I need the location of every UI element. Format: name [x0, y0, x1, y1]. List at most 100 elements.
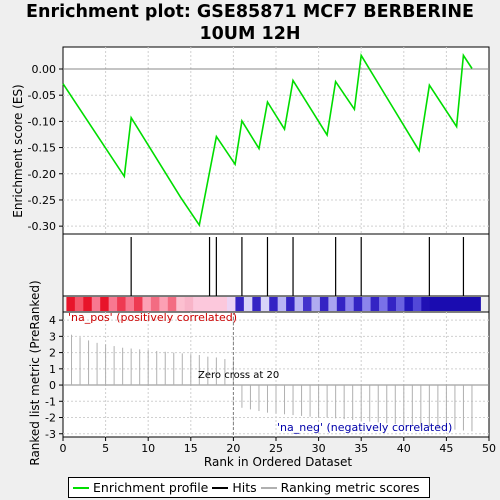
heatmap-cell	[184, 297, 194, 311]
heatmap-cell	[421, 297, 431, 311]
heatmap-cell	[379, 297, 388, 311]
heatmap-cell	[370, 297, 380, 311]
heatmap-cell	[142, 297, 152, 311]
heatmap-cell	[150, 297, 160, 311]
negative-correlation-label: 'na_neg' (negatively correlated)	[277, 421, 452, 434]
heatmap-cell	[328, 297, 338, 311]
heatmap-cell	[91, 297, 101, 311]
legend-item-enrichment-profile: Enrichment profile	[69, 480, 208, 495]
heatmap-cell	[294, 297, 304, 311]
x-tick-label: 40	[397, 442, 411, 455]
ranking-metric-bars	[71, 334, 473, 432]
legend-label: Hits	[232, 480, 257, 495]
x-tick-label: 25	[269, 442, 283, 455]
x-axis-label: Rank in Ordered Dataset	[204, 455, 352, 469]
heatmap-cell	[252, 297, 262, 311]
x-tick-label: 5	[102, 442, 109, 455]
chart-title: Enrichment plot: GSE85871 MCF7 BERBERINE…	[26, 2, 474, 44]
heatmap-cell	[243, 297, 253, 311]
heatmap-cell	[353, 297, 363, 311]
heatmap-cell	[463, 297, 473, 311]
heatmap-cell	[336, 297, 346, 311]
positive-correlation-label: 'na_pos' (positively correlated)	[68, 311, 237, 324]
metric-y-tick-label: 0	[49, 379, 56, 392]
x-tick-label: 0	[60, 442, 67, 455]
metric-y-tick-label: -1	[45, 395, 56, 408]
legend: Enrichment profile Hits Ranking metric s…	[68, 477, 430, 498]
heatmap-cell	[404, 297, 414, 311]
heatmap-cell	[446, 297, 456, 311]
enrichment-profile-line	[62, 53, 473, 228]
heatmap-cell	[226, 297, 236, 311]
metric-y-axis-label: Ranked list metric (PreRanked)	[28, 280, 42, 465]
heatmap-cell	[108, 297, 118, 311]
zero-cross-label: Zero cross at 20	[198, 370, 279, 381]
metric-y-tick-label: 2	[49, 347, 56, 360]
es-y-ticks: 0.00 -0.05 -0.10 -0.15 -0.20 -0.25 -0.30	[28, 63, 63, 233]
heatmap-cell	[412, 297, 422, 311]
x-tick-label: 20	[226, 442, 240, 455]
heatmap-cell	[472, 297, 481, 311]
metric-y-ticks: 4 3 2 1 0 -1 -2 -3	[45, 314, 63, 441]
heatmap-cell	[269, 297, 279, 311]
es-y-tick-label: -0.20	[28, 168, 56, 181]
heatmap-cell	[134, 297, 143, 311]
legend-line-icon	[73, 486, 89, 489]
es-y-tick-label: -0.30	[28, 220, 56, 233]
heatmap-cell	[167, 297, 177, 311]
heatmap-cell	[303, 297, 312, 311]
heatmap-cell	[100, 297, 110, 311]
heatmap-cell	[176, 297, 186, 311]
heatmap-cell	[311, 297, 321, 311]
heatmap-cell	[286, 297, 295, 311]
es-y-axis-label: Enrichment score (ES)	[11, 84, 25, 217]
legend-line-icon	[212, 486, 229, 489]
heatmap-cell	[345, 297, 355, 311]
x-tick-label: 45	[439, 442, 453, 455]
legend-line-icon	[260, 486, 277, 489]
heatmap-cell	[319, 297, 329, 311]
heatmap-cell	[193, 297, 203, 311]
es-y-tick-label: 0.00	[32, 63, 57, 76]
legend-item-hits: Hits	[208, 480, 257, 495]
heatmap-cell	[387, 297, 397, 311]
metric-y-tick-label: -2	[45, 412, 56, 425]
es-y-tick-label: -0.25	[28, 194, 56, 207]
heatmap-cell	[277, 297, 287, 311]
heatmap-cell	[455, 297, 464, 311]
heatmap-cell	[117, 297, 126, 311]
heatmap-cell	[395, 297, 405, 311]
hits-marks	[130, 237, 465, 296]
metric-y-tick-label: -3	[45, 428, 56, 441]
es-y-tick-label: -0.05	[28, 89, 56, 102]
legend-item-ranking-metric: Ranking metric scores	[257, 480, 420, 495]
x-axis-ticks: 0 5 10 15 20 25 30 35 40 45 50	[60, 437, 496, 455]
legend-label: Ranking metric scores	[280, 480, 420, 495]
x-tick-label: 50	[482, 442, 496, 455]
es-y-tick-label: -0.15	[28, 142, 56, 155]
hits-panel	[62, 233, 490, 297]
heatmap-cell	[438, 297, 448, 311]
metric-y-tick-label: 1	[49, 363, 56, 376]
legend-label: Enrichment profile	[93, 480, 209, 495]
rank-heatmap-bar	[66, 297, 481, 311]
heatmap-cell	[210, 297, 219, 311]
metric-y-tick-label: 4	[49, 314, 56, 327]
es-y-tick-label: -0.10	[28, 115, 56, 128]
metric-y-tick-label: 3	[49, 330, 56, 343]
heatmap-cell	[362, 297, 372, 311]
heatmap-cell	[260, 297, 270, 311]
x-tick-label: 15	[184, 442, 198, 455]
x-tick-label: 35	[354, 442, 368, 455]
heatmap-cell	[125, 297, 135, 311]
heatmap-cell	[235, 297, 245, 311]
heatmap-cell	[201, 297, 211, 311]
heatmap-cell	[83, 297, 93, 311]
heatmap-cell	[159, 297, 169, 311]
x-tick-label: 30	[312, 442, 326, 455]
heatmap-cell	[66, 297, 76, 311]
heatmap-cell	[74, 297, 84, 311]
x-tick-label: 10	[141, 442, 155, 455]
heatmap-cell	[429, 297, 439, 311]
